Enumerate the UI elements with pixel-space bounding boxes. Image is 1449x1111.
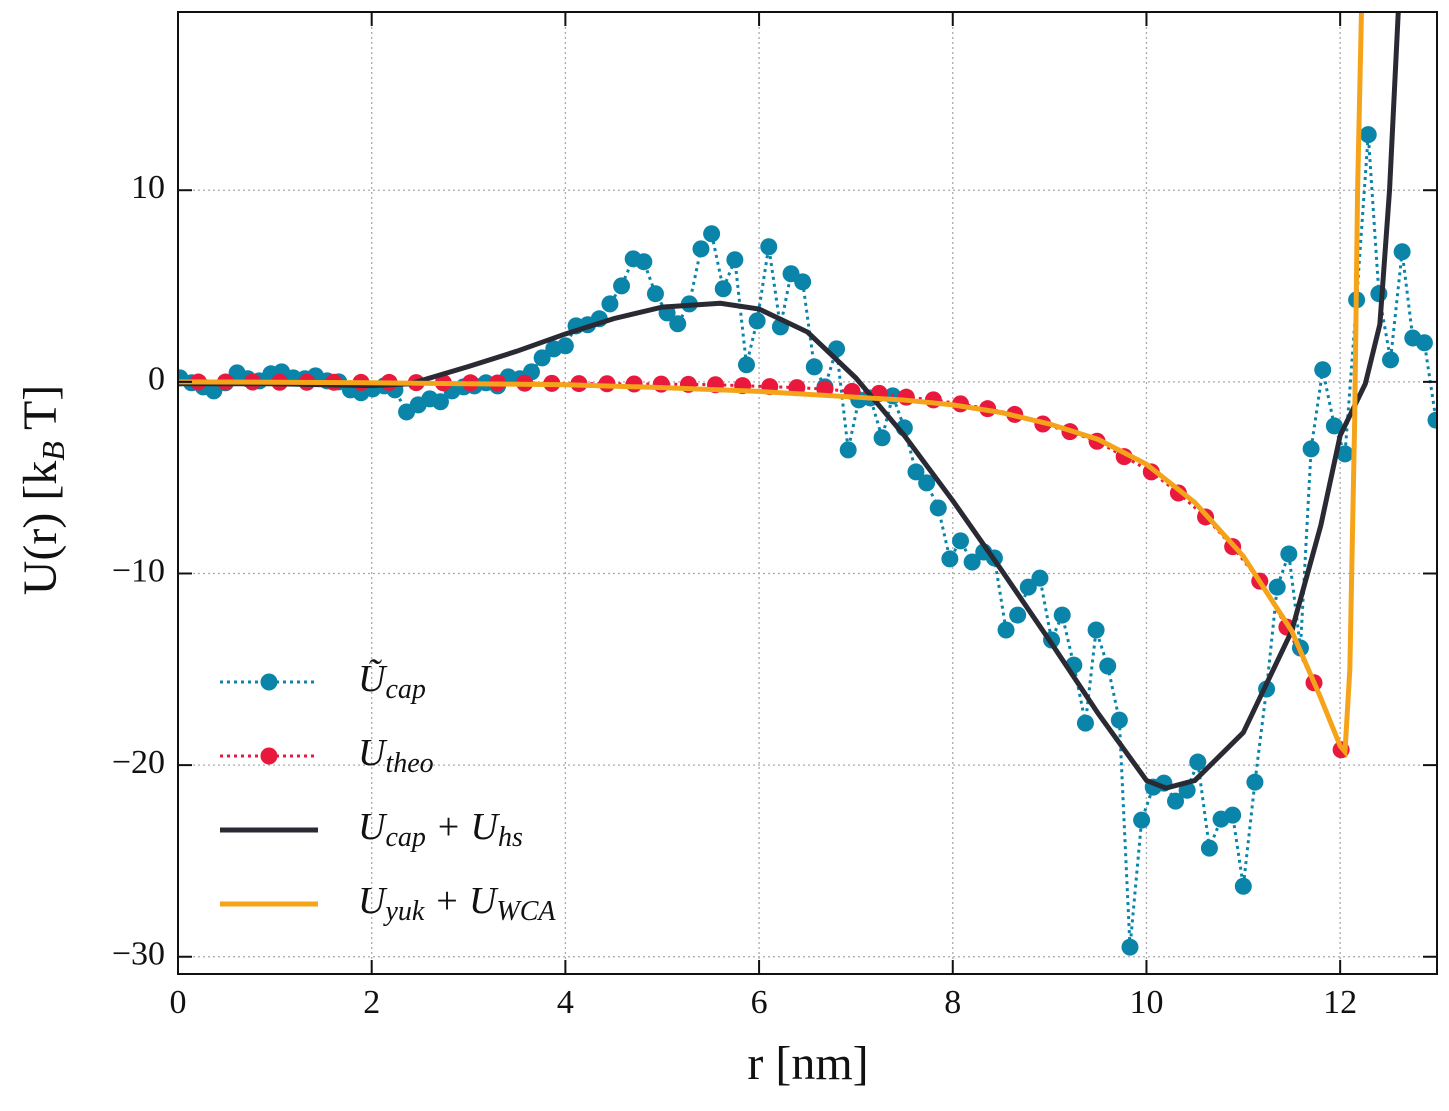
point bbox=[805, 358, 823, 376]
x-tick-label: 10 bbox=[1129, 984, 1163, 1021]
legend-subscript: yuk bbox=[382, 896, 424, 927]
legend-marker bbox=[260, 747, 278, 765]
point bbox=[1325, 417, 1343, 435]
point bbox=[997, 621, 1015, 639]
legend-label: Uyuk + UWCA bbox=[358, 880, 556, 928]
point bbox=[726, 251, 744, 269]
x-axis-label: r [nm] bbox=[747, 1037, 868, 1090]
x-tick-label: 8 bbox=[944, 984, 961, 1021]
point bbox=[1019, 578, 1037, 596]
point bbox=[748, 312, 766, 330]
y-label-part: U(r) [k bbox=[14, 461, 67, 596]
y-tick-label: −10 bbox=[112, 552, 165, 589]
y-label-subscript: B bbox=[35, 441, 71, 461]
legend-subscript: cap bbox=[385, 674, 425, 705]
x-tick-label: 12 bbox=[1323, 984, 1357, 1021]
y-label-part: T] bbox=[14, 385, 67, 441]
point bbox=[1280, 545, 1298, 563]
series-line bbox=[179, 134, 1437, 948]
point bbox=[692, 240, 710, 258]
point bbox=[873, 429, 891, 447]
point bbox=[1359, 126, 1377, 144]
point bbox=[952, 532, 970, 550]
point bbox=[1053, 606, 1071, 624]
point bbox=[1189, 753, 1207, 771]
legend-label: Ũcap bbox=[358, 658, 426, 706]
point bbox=[737, 356, 755, 374]
point bbox=[1110, 711, 1128, 729]
y-tick-label: 0 bbox=[148, 361, 165, 398]
point bbox=[1099, 657, 1117, 675]
point bbox=[1415, 334, 1433, 352]
point bbox=[431, 393, 449, 411]
y-tick-label: 10 bbox=[131, 169, 165, 206]
point bbox=[1268, 578, 1286, 596]
point bbox=[929, 499, 947, 517]
point bbox=[963, 553, 981, 571]
x-tick-label: 0 bbox=[170, 984, 187, 1021]
legend-subscript: hs bbox=[498, 822, 523, 853]
point bbox=[1314, 361, 1332, 379]
point bbox=[556, 337, 574, 355]
point bbox=[1167, 792, 1185, 810]
legend-subscript: theo bbox=[385, 748, 433, 779]
point bbox=[669, 315, 687, 333]
point bbox=[646, 285, 664, 303]
x-tick-label: 6 bbox=[751, 984, 768, 1021]
point bbox=[760, 238, 778, 256]
point bbox=[941, 550, 959, 568]
legend-part: Ũ bbox=[358, 658, 388, 700]
y-axis-label: U(r) [kB T] bbox=[14, 385, 71, 596]
legend-label: Ucap + Uhs bbox=[358, 806, 523, 854]
legend-part: U bbox=[358, 806, 388, 848]
point bbox=[1234, 877, 1252, 895]
point bbox=[533, 349, 551, 367]
point bbox=[601, 295, 619, 313]
point bbox=[1200, 839, 1218, 857]
point bbox=[1336, 445, 1354, 463]
point bbox=[918, 474, 936, 492]
legend-subscript: WCA bbox=[496, 896, 556, 927]
point bbox=[1382, 351, 1400, 369]
legend-label: Utheo bbox=[358, 732, 434, 780]
point bbox=[1393, 243, 1411, 261]
y-tick-label: −30 bbox=[112, 936, 165, 973]
legend-part: + U bbox=[426, 806, 501, 848]
point bbox=[1133, 811, 1151, 829]
point bbox=[907, 463, 925, 481]
point bbox=[794, 273, 812, 291]
point bbox=[613, 277, 631, 295]
plot-area bbox=[178, 12, 1437, 956]
legend-marker bbox=[260, 673, 278, 691]
point bbox=[1076, 714, 1094, 732]
point bbox=[1224, 806, 1242, 824]
point bbox=[1087, 621, 1105, 639]
point bbox=[1009, 606, 1027, 624]
series-line bbox=[178, 12, 1364, 759]
point bbox=[1302, 440, 1320, 458]
point bbox=[635, 253, 653, 271]
point bbox=[1121, 938, 1139, 956]
point bbox=[714, 280, 732, 298]
point bbox=[1031, 569, 1049, 587]
x-tick-label: 2 bbox=[363, 984, 380, 1021]
y-tick-label: −20 bbox=[112, 744, 165, 781]
legend-part: U bbox=[358, 880, 388, 922]
point bbox=[839, 441, 857, 459]
grid bbox=[177, 12, 1437, 974]
frame bbox=[177, 11, 1438, 975]
x-tick-label: 4 bbox=[557, 984, 574, 1021]
point bbox=[625, 375, 643, 393]
point bbox=[1246, 773, 1264, 791]
legend-subscript: cap bbox=[385, 822, 425, 853]
point bbox=[1427, 411, 1437, 429]
legend-part: + U bbox=[424, 880, 499, 922]
axes: 0 2 4 6 8 10 12 −30 −20 −10 0 10 bbox=[112, 12, 1437, 1021]
point bbox=[703, 225, 721, 243]
legend-part: U bbox=[358, 732, 388, 774]
